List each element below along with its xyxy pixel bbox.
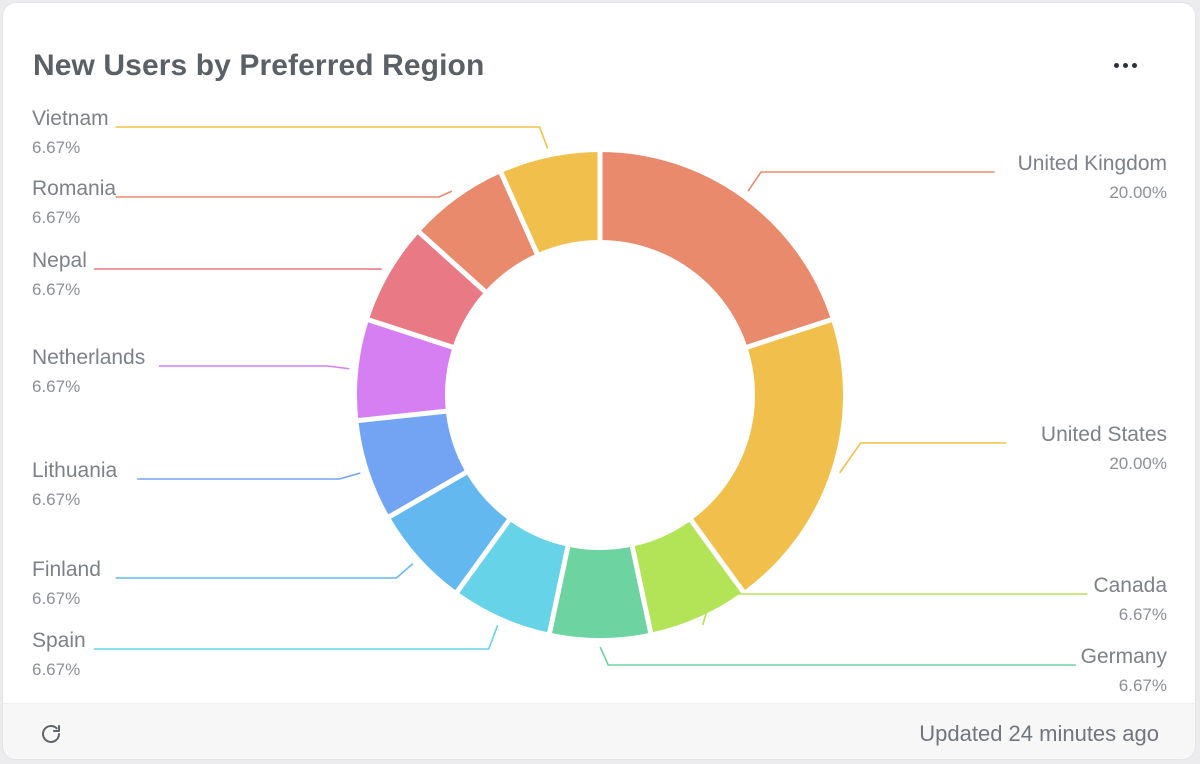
slice-percent-vietnam: 6.67% [32,138,80,157]
menu-dot [1131,62,1137,68]
menu-dot [1122,62,1128,68]
slice-label-netherlands: Netherlands [32,346,145,369]
slice-nepal[interactable] [367,231,486,348]
slice-percent-finland: 6.67% [32,589,80,608]
chart-title: New Users by Preferred Region [33,49,485,82]
leader-line-spain [94,624,499,650]
slice-label-romania: Romania [32,177,116,200]
slice-germany[interactable] [549,544,651,640]
leader-line-netherlands [158,365,350,370]
refresh-icon[interactable] [39,722,63,746]
slice-percent-united-states: 20.00% [1109,454,1167,473]
slice-lithuania[interactable] [356,411,467,517]
leader-line-united-kingdom [747,171,995,192]
slice-netherlands[interactable] [355,320,455,421]
slice-canada[interactable] [632,519,744,635]
leader-line-romania [115,190,453,198]
slice-finland[interactable] [388,472,510,593]
slice-vietnam[interactable] [501,150,600,255]
slice-percent-spain: 6.67% [32,660,80,679]
slice-label-canada: Canada [1093,574,1167,597]
card-footer: Updated 24 minutes ago [3,703,1195,759]
leader-line-vietnam [115,126,549,149]
menu-dot [1113,62,1119,68]
slice-united-states[interactable] [690,319,845,593]
more-horizontal-icon[interactable] [1107,51,1143,79]
slice-percent-nepal: 6.67% [32,280,80,299]
leader-line-united-states [839,442,1007,474]
slice-label-united-states: United States [1041,423,1167,446]
slice-percent-netherlands: 6.67% [32,377,80,396]
slice-label-nepal: Nepal [32,249,87,272]
leader-line-lithuania [137,472,361,480]
donut-chart: United Kingdom 20.00% United States 20.00% C… [32,107,1168,695]
slice-percent-united-kingdom: 20.00% [1109,183,1167,202]
updated-timestamp: Updated 24 minutes ago [919,721,1159,746]
leader-line-canada [701,593,1088,626]
leader-line-germany [599,646,1076,666]
slice-spain[interactable] [456,519,568,635]
slice-percent-canada: 6.67% [1119,605,1167,624]
slice-label-united-kingdom: United Kingdom [1018,152,1167,175]
slice-label-germany: Germany [1081,645,1168,668]
leader-line-finland [115,563,414,579]
slice-label-lithuania: Lithuania [32,459,118,482]
slice-label-finland: Finland [32,558,101,581]
slice-label-spain: Spain [32,629,86,652]
slice-romania[interactable] [418,171,537,292]
slice-percent-lithuania: 6.67% [32,490,80,509]
slice-percent-romania: 6.67% [32,208,80,227]
slice-united-kingdom[interactable] [600,150,833,347]
slice-label-vietnam: Vietnam [32,107,109,130]
slice-percent-germany: 6.67% [1119,676,1167,695]
